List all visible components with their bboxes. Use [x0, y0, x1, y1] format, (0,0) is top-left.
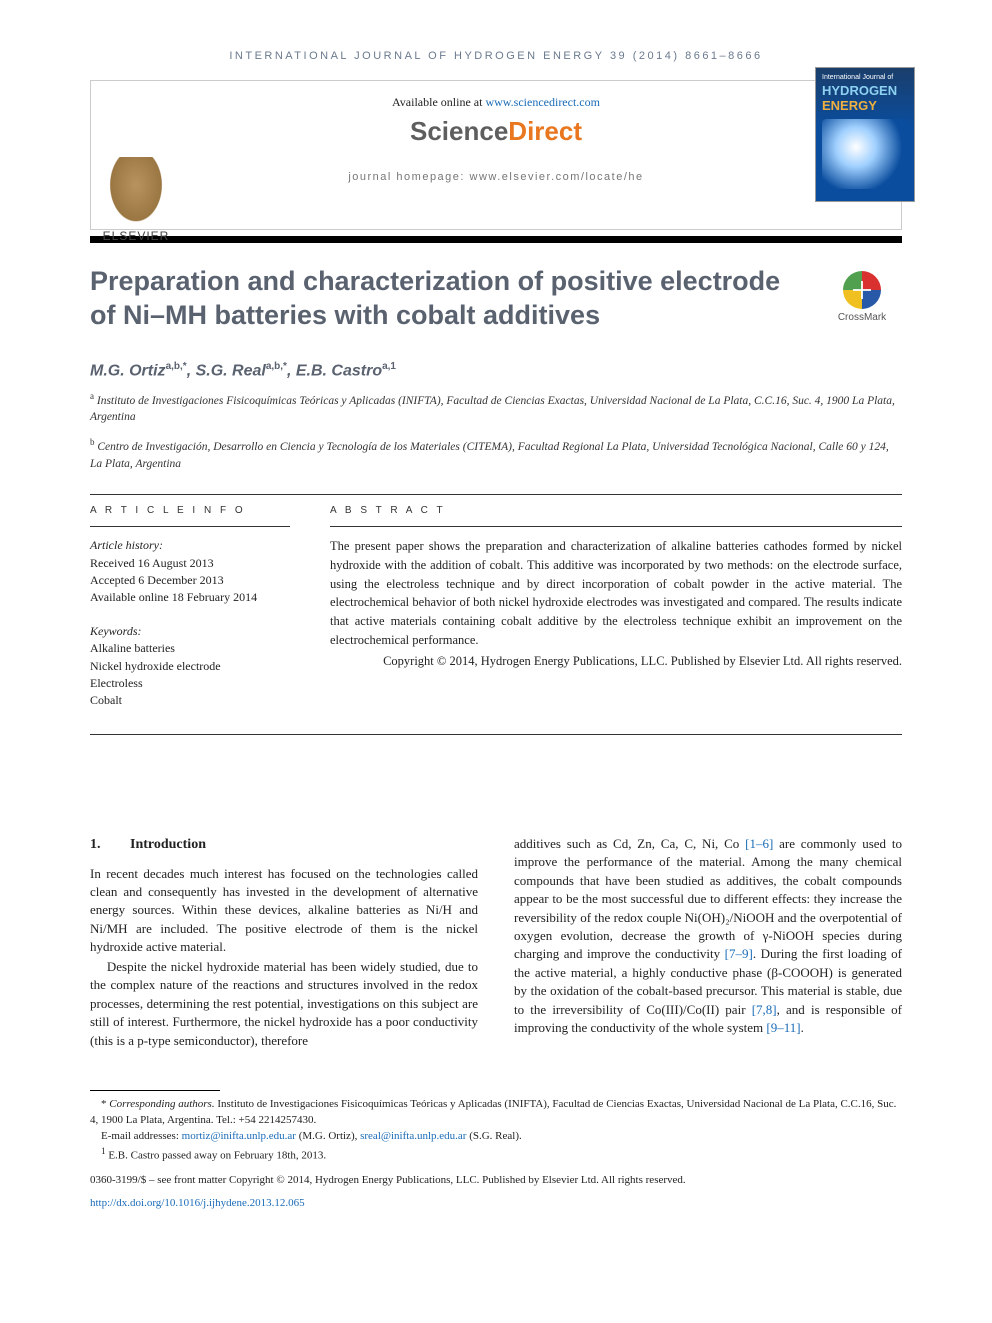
- author-1-affil: a,b,*: [166, 361, 187, 372]
- elsevier-label: ELSEVIER: [91, 229, 181, 243]
- p3-e: .: [801, 1020, 804, 1035]
- ref-link-7-8[interactable]: [7,8]: [752, 1002, 777, 1017]
- affiliation-b: b Centro de Investigación, Desarrollo en…: [90, 436, 902, 472]
- author-2: , S.G. Real: [187, 362, 266, 379]
- ref-link-9-11[interactable]: [9–11]: [766, 1020, 800, 1035]
- author-list: M.G. Ortiza,b,*, S.G. Reala,b,*, E.B. Ca…: [90, 361, 902, 380]
- journal-masthead: ELSEVIER International Journal of HYDROG…: [90, 80, 902, 230]
- author-3: , E.B. Castro: [287, 362, 382, 379]
- cover-line2: HYDROGEN: [822, 83, 908, 98]
- journal-homepage-line: journal homepage: www.elsevier.com/locat…: [111, 171, 881, 183]
- abstract-rule: [330, 526, 902, 527]
- crossmark-label: CrossMark: [822, 312, 902, 323]
- sciencedirect-logo: ScienceDirect: [111, 116, 881, 147]
- email-label: E-mail addresses:: [101, 1130, 182, 1142]
- paragraph-3: additives such as Cd, Zn, Ca, C, Ni, Co …: [514, 835, 902, 1038]
- body-text: 1.Introduction In recent decades much in…: [90, 835, 902, 1050]
- cover-image-icon: [822, 119, 907, 189]
- ref-link-1-6[interactable]: [1–6]: [745, 836, 773, 851]
- crossmark-icon: [843, 271, 881, 309]
- section-1-title: 1.Introduction: [90, 835, 478, 855]
- deceased-footnote: 1 E.B. Castro passed away on February 18…: [90, 1145, 902, 1165]
- email-2-who: (S.G. Real).: [466, 1130, 521, 1142]
- doi-link[interactable]: http://dx.doi.org/10.1016/j.ijhydene.201…: [90, 1197, 305, 1209]
- available-online-line: Available online at www.sciencedirect.co…: [111, 95, 881, 110]
- email-link-1[interactable]: mortiz@inifta.unlp.edu.ar: [182, 1130, 296, 1142]
- cover-line1: International Journal of: [822, 74, 908, 81]
- email-1-who: (M.G. Ortiz),: [296, 1130, 360, 1142]
- doi-line: http://dx.doi.org/10.1016/j.ijhydene.201…: [90, 1196, 902, 1211]
- rule-below-abstract: [90, 734, 902, 735]
- footnote-rule: [90, 1090, 220, 1091]
- history-online: Available online 18 February 2014: [90, 589, 290, 606]
- author-2-affil: a,b,*: [266, 361, 287, 372]
- p3-b: are commonly used to improve the perform…: [514, 836, 902, 962]
- keywords-block: Keywords: Alkaline batteries Nickel hydr…: [90, 623, 290, 710]
- author-3-affil: a,1: [382, 361, 396, 372]
- abstract-text: The present paper shows the preparation …: [330, 537, 902, 650]
- section-name: Introduction: [130, 837, 206, 852]
- sciencedirect-link[interactable]: www.sciencedirect.com: [485, 95, 600, 109]
- elsevier-tree-icon: [106, 157, 166, 227]
- abstract-copyright: Copyright © 2014, Hydrogen Energy Public…: [330, 652, 902, 671]
- footnotes: * Corresponding authors. Instituto de In…: [90, 1097, 902, 1164]
- abstract-heading: A B S T R A C T: [330, 505, 902, 516]
- rule-above-abstract: [90, 494, 902, 495]
- divider-bar: [90, 236, 902, 243]
- paragraph-1: In recent decades much interest has focu…: [90, 865, 478, 957]
- journal-cover-thumbnail: International Journal of HYDROGEN ENERGY: [815, 67, 915, 202]
- corresponding-author-footnote: * Corresponding authors. Instituto de In…: [90, 1097, 902, 1129]
- email-link-2[interactable]: sreal@inifta.unlp.edu.ar: [360, 1130, 466, 1142]
- corr-label: Corresponding authors.: [109, 1098, 214, 1110]
- keyword-1: Alkaline batteries: [90, 640, 290, 657]
- fn1-text: E.B. Castro passed away on February 18th…: [106, 1150, 327, 1162]
- cover-line3: ENERGY: [822, 98, 908, 113]
- history-header: Article history:: [90, 537, 290, 554]
- affiliation-a: a Instituto de Investigaciones Fisicoquí…: [90, 390, 902, 426]
- p3-a: additives such as Cd, Zn, Ca, C, Ni, Co: [514, 836, 745, 851]
- email-footnote: E-mail addresses: mortiz@inifta.unlp.edu…: [90, 1129, 902, 1145]
- crossmark-badge[interactable]: CrossMark: [822, 271, 902, 323]
- sd-logo-part1: Science: [410, 116, 508, 146]
- journal-header: INTERNATIONAL JOURNAL OF HYDROGEN ENERGY…: [90, 50, 902, 62]
- keywords-header: Keywords:: [90, 623, 290, 640]
- elsevier-logo: ELSEVIER: [91, 157, 181, 243]
- history-accepted: Accepted 6 December 2013: [90, 572, 290, 589]
- ref-link-7-9[interactable]: [7–9]: [725, 946, 753, 961]
- section-number: 1.: [90, 835, 130, 855]
- affil-b-text: Centro de Investigación, Desarrollo en C…: [90, 441, 889, 470]
- sd-logo-part2: Direct: [508, 116, 582, 146]
- keyword-2: Nickel hydroxide electrode: [90, 658, 290, 675]
- info-rule: [90, 526, 290, 527]
- keyword-3: Electroless: [90, 675, 290, 692]
- article-history: Article history: Received 16 August 2013…: [90, 537, 290, 607]
- available-prefix: Available online at: [392, 95, 485, 109]
- paragraph-2: Despite the nickel hydroxide material ha…: [90, 958, 478, 1050]
- article-info-heading: A R T I C L E I N F O: [90, 505, 290, 516]
- history-received: Received 16 August 2013: [90, 555, 290, 572]
- keyword-4: Cobalt: [90, 692, 290, 709]
- issn-copyright-line: 0360-3199/$ – see front matter Copyright…: [90, 1173, 902, 1188]
- affil-a-text: Instituto de Investigaciones Fisicoquími…: [90, 395, 895, 424]
- paper-title: Preparation and characterization of posi…: [90, 265, 902, 333]
- author-1: M.G. Ortiz: [90, 362, 166, 379]
- corr-marker: *: [101, 1098, 109, 1110]
